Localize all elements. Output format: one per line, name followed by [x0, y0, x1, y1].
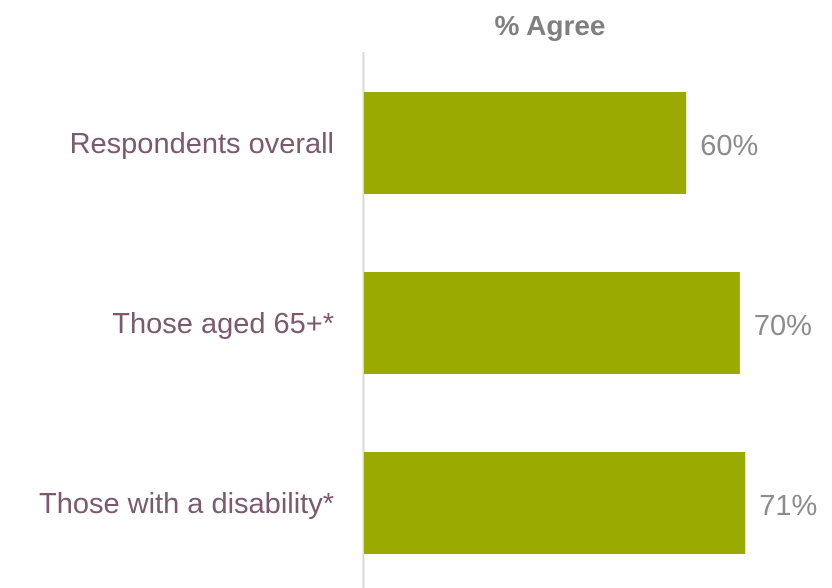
bar-1	[364, 272, 740, 374]
chart-title: % Agree	[494, 10, 605, 41]
bars-layer: Respondents overall 60% Those aged 65+* 70%…	[39, 92, 817, 554]
value-label-2: 71%	[759, 490, 817, 522]
category-label-2: Those with a disability*	[39, 488, 334, 520]
value-label-0: 60%	[700, 130, 758, 162]
category-label-0: Respondents overall	[70, 128, 334, 160]
bar-2	[364, 452, 746, 554]
value-label-1: 70%	[754, 310, 812, 342]
category-label-1: Those aged 65+*	[112, 308, 334, 340]
bar-0	[364, 92, 687, 194]
